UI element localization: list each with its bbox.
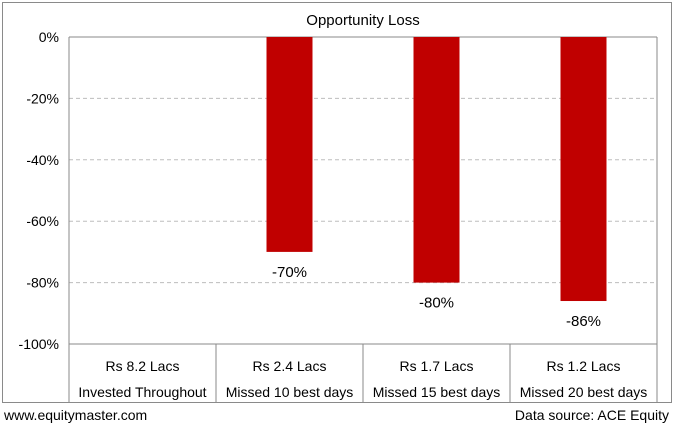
category-label-amount: Rs 2.4 Lacs (253, 358, 327, 374)
bar (266, 37, 313, 252)
category-label-scenario: Missed 10 best days (226, 384, 354, 400)
footer-data-source: Data source: ACE Equity (514, 407, 669, 423)
footer-site-url: www.equitymaster.com (4, 407, 148, 423)
y-tick-label: 0% (39, 29, 59, 45)
bar (560, 37, 607, 302)
y-tick-label: -60% (26, 213, 59, 229)
opportunity-loss-chart: Opportunity Loss 0% -20% -40% -60% -80% -100% R… (19, 12, 658, 402)
category-label-amount: Rs 1.2 Lacs (547, 358, 621, 374)
category-label-amount: Rs 1.7 Lacs (400, 358, 474, 374)
bar-data-label: -86% (566, 313, 601, 330)
category-label-scenario: Missed 15 best days (373, 384, 501, 400)
bar (413, 37, 460, 283)
chart-frame: Opportunity Loss 0% -20% -40% -60% -80% -100% R… (2, 2, 672, 403)
y-tick-label: -100% (19, 336, 59, 352)
category-label-scenario: Invested Throughout (78, 384, 206, 400)
category-label-amount: Rs 8.2 Lacs (106, 358, 180, 374)
y-tick-label: -80% (26, 275, 59, 291)
bar-data-label: -80% (419, 295, 454, 312)
y-tick-label: -20% (26, 90, 59, 106)
chart-title: Opportunity Loss (306, 12, 419, 29)
y-tick-label: -40% (26, 152, 59, 168)
category-label-scenario: Missed 20 best days (520, 384, 648, 400)
bar-data-label: -70% (272, 264, 307, 281)
